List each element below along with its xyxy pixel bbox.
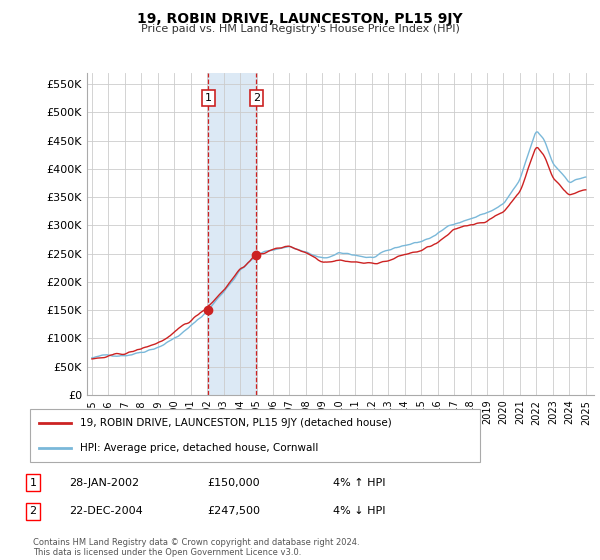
Text: 28-JAN-2002: 28-JAN-2002 [69,478,139,488]
Text: 2: 2 [253,93,260,103]
Text: 1: 1 [205,93,212,103]
Text: Contains HM Land Registry data © Crown copyright and database right 2024.
This d: Contains HM Land Registry data © Crown c… [33,538,359,557]
Text: 19, ROBIN DRIVE, LAUNCESTON, PL15 9JY (detached house): 19, ROBIN DRIVE, LAUNCESTON, PL15 9JY (d… [79,418,391,428]
Text: 4% ↓ HPI: 4% ↓ HPI [333,506,386,516]
Text: £150,000: £150,000 [207,478,260,488]
Text: 4% ↑ HPI: 4% ↑ HPI [333,478,386,488]
Text: 2: 2 [29,506,37,516]
Text: HPI: Average price, detached house, Cornwall: HPI: Average price, detached house, Corn… [79,442,318,452]
Text: 22-DEC-2004: 22-DEC-2004 [69,506,143,516]
Bar [208,73,256,395]
Text: Price paid vs. HM Land Registry's House Price Index (HPI): Price paid vs. HM Land Registry's House … [140,24,460,34]
Text: 1: 1 [29,478,37,488]
FancyBboxPatch shape [30,409,480,462]
Text: £247,500: £247,500 [207,506,260,516]
Text: 19, ROBIN DRIVE, LAUNCESTON, PL15 9JY: 19, ROBIN DRIVE, LAUNCESTON, PL15 9JY [137,12,463,26]
